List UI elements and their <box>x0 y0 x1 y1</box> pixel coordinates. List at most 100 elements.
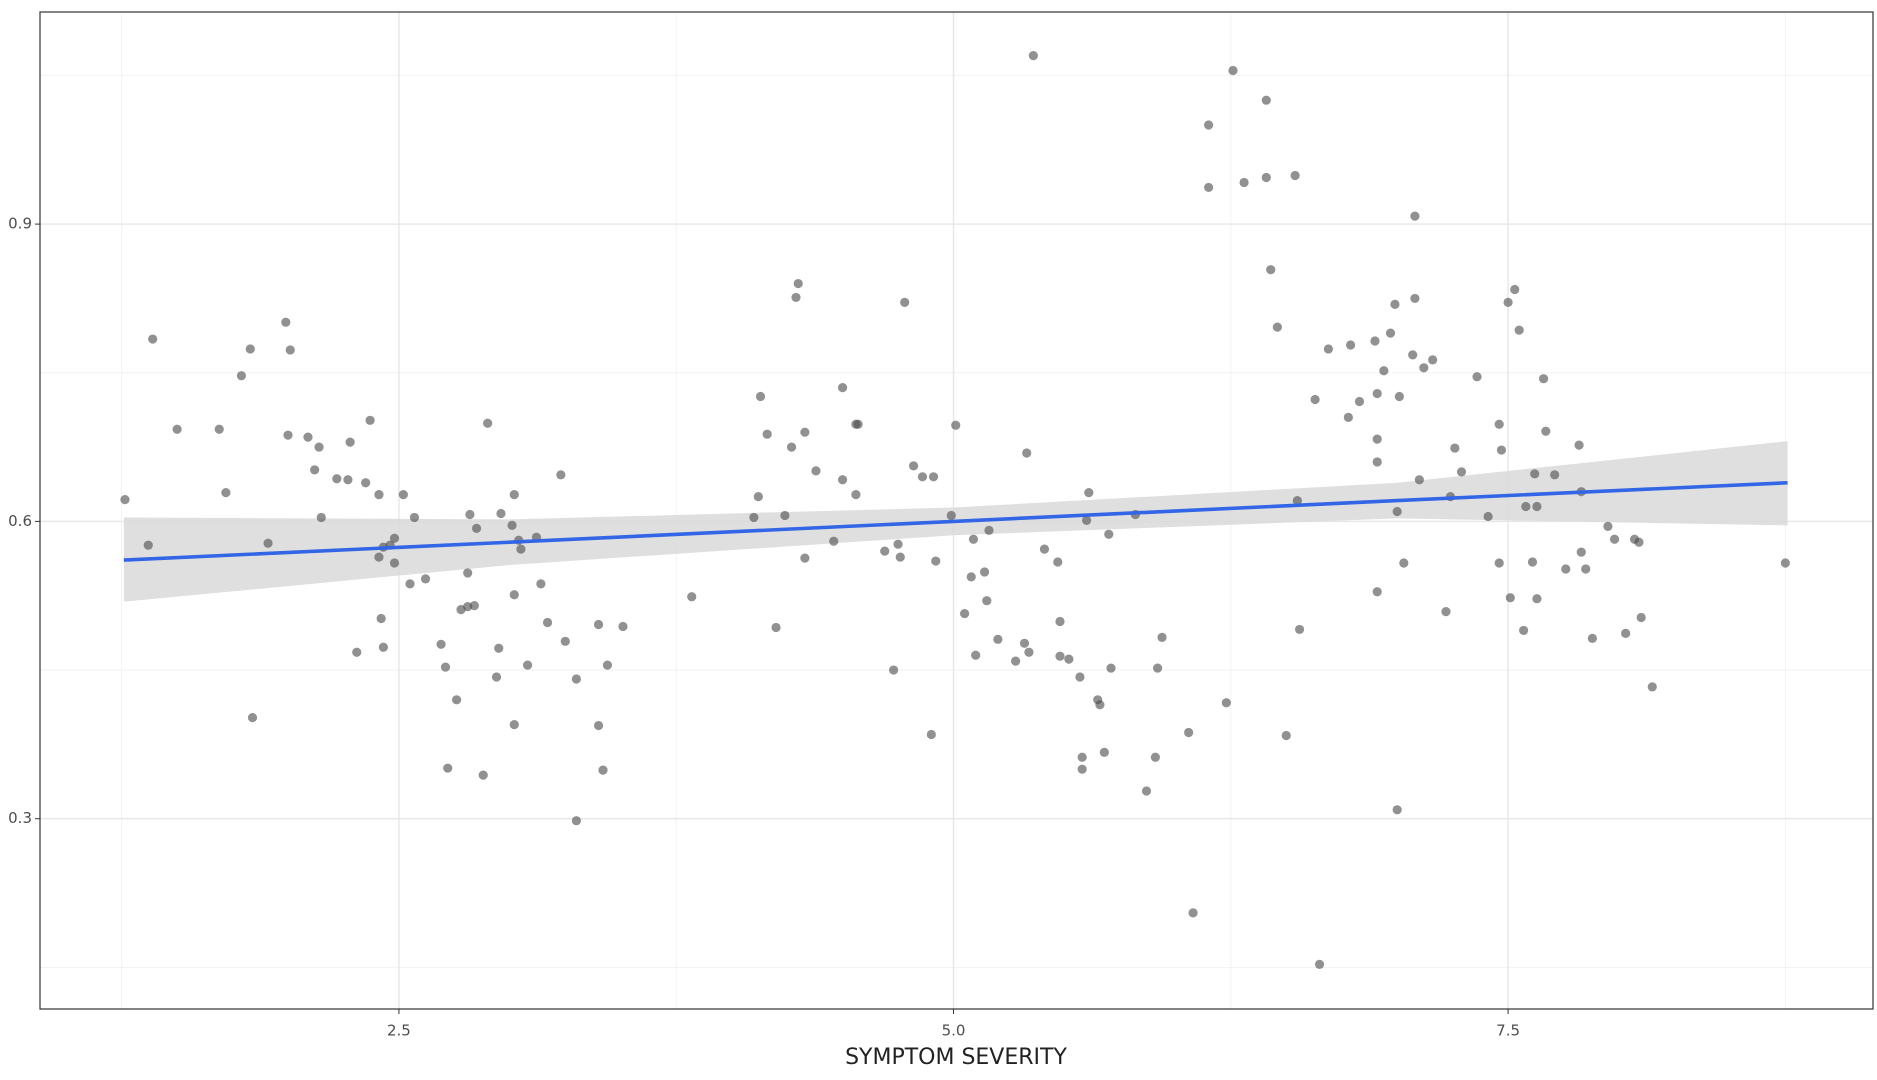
point <box>571 674 581 684</box>
point <box>1141 786 1152 796</box>
point <box>1399 558 1409 568</box>
point <box>951 420 961 430</box>
point <box>374 490 384 500</box>
point <box>389 533 400 543</box>
point <box>1385 328 1396 338</box>
point <box>593 619 604 630</box>
point <box>365 415 375 425</box>
point <box>893 539 903 549</box>
point <box>837 383 848 393</box>
point <box>1053 557 1063 567</box>
point <box>1483 511 1493 522</box>
point <box>1636 612 1646 623</box>
point <box>931 556 941 566</box>
point <box>494 643 504 653</box>
point <box>811 466 821 476</box>
point <box>409 512 420 523</box>
point <box>1055 616 1065 627</box>
point <box>966 572 976 582</box>
y-tick-label: 0.6 <box>8 512 32 530</box>
point <box>1410 293 1420 304</box>
point <box>749 512 759 523</box>
point <box>398 490 408 500</box>
point <box>1519 625 1529 636</box>
point <box>509 590 519 600</box>
point <box>1390 299 1400 309</box>
point <box>343 475 353 485</box>
point <box>1372 388 1382 399</box>
point <box>1503 297 1513 307</box>
point <box>1609 534 1620 544</box>
point <box>1647 682 1657 692</box>
point <box>560 636 570 646</box>
point <box>245 344 255 354</box>
point <box>463 568 473 578</box>
point <box>1314 959 1325 970</box>
point <box>1576 547 1586 557</box>
point <box>1204 182 1214 193</box>
point <box>303 432 313 442</box>
point <box>536 579 546 589</box>
point <box>1532 501 1542 512</box>
point <box>755 391 766 402</box>
panel-border <box>39 11 1874 1010</box>
y-tick-label: 0.3 <box>8 809 32 827</box>
point <box>316 512 326 523</box>
point <box>1228 65 1238 76</box>
point <box>895 552 905 562</box>
point <box>1510 284 1520 295</box>
point <box>791 292 801 303</box>
point <box>880 546 890 556</box>
point <box>1538 374 1549 384</box>
point <box>1574 440 1584 450</box>
point <box>926 729 936 740</box>
point <box>1039 544 1050 554</box>
point <box>389 558 400 568</box>
point <box>993 634 1003 644</box>
point <box>1354 396 1365 407</box>
point <box>148 334 158 344</box>
point <box>436 639 446 649</box>
point <box>959 608 970 619</box>
point <box>236 371 247 381</box>
point <box>1261 172 1271 183</box>
point <box>917 472 928 482</box>
point <box>602 660 613 670</box>
point <box>522 660 533 670</box>
point <box>753 492 763 502</box>
point <box>281 317 291 327</box>
point <box>1372 457 1382 467</box>
point <box>968 534 979 544</box>
point <box>491 672 502 682</box>
point <box>443 763 453 773</box>
point <box>793 278 803 289</box>
point <box>478 770 488 780</box>
point <box>1370 336 1380 346</box>
point <box>507 520 517 530</box>
point <box>1419 363 1429 373</box>
x-tick-label: 2.5 <box>387 1022 411 1040</box>
point <box>1152 663 1163 673</box>
point <box>780 510 790 521</box>
point <box>786 442 797 452</box>
point <box>1323 344 1334 354</box>
point <box>853 419 863 429</box>
x-tick-label: 5.0 <box>942 1022 966 1040</box>
point <box>900 297 910 307</box>
point <box>762 429 772 439</box>
point <box>687 592 697 602</box>
point <box>1281 730 1291 741</box>
point <box>1550 470 1560 480</box>
point <box>837 475 848 485</box>
y-tick-label: 0.9 <box>8 215 32 233</box>
fit-layer <box>123 480 1788 562</box>
point <box>1392 506 1402 517</box>
point <box>1428 355 1438 365</box>
point <box>452 695 462 705</box>
point <box>1082 515 1092 526</box>
point <box>332 474 342 484</box>
point <box>1157 632 1167 642</box>
point <box>1530 469 1540 479</box>
point <box>1634 537 1644 547</box>
